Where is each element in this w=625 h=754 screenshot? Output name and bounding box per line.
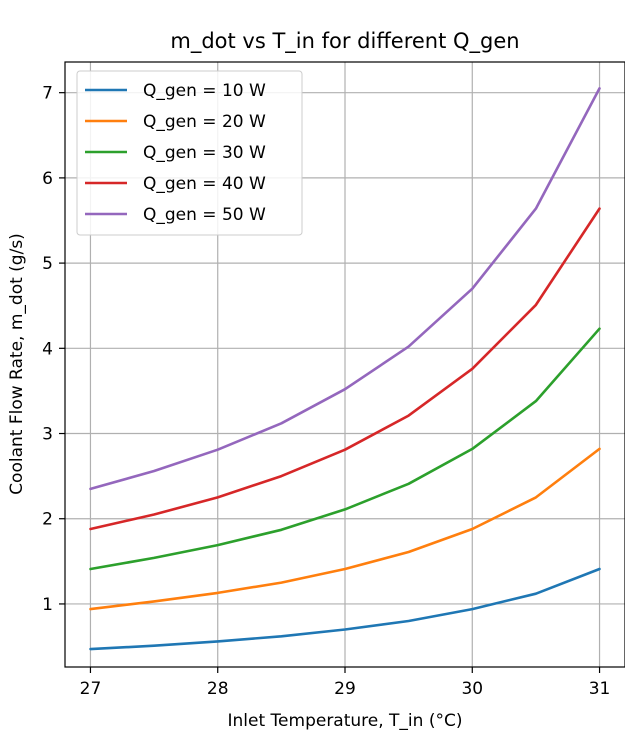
y-axis: 1 2 3 4 5 6 7 [42,84,65,615]
legend-label-1: Q_gen = 10 W [143,81,266,101]
chart-title: m_dot vs T_in for different Q_gen [170,29,519,54]
legend-label-5: Q_gen = 50 W [143,205,266,225]
series-line-4 [89,207,601,531]
x-tick-label: 31 [589,679,611,699]
y-tick-label: 3 [42,425,53,445]
series-group [89,87,601,651]
series-line-5 [89,87,601,491]
grid [65,62,625,667]
x-tick-label: 28 [207,679,229,699]
x-tick-label: 27 [80,679,102,699]
y-tick-label: 7 [42,84,53,104]
legend-label-3: Q_gen = 30 W [143,143,266,163]
y-tick-label: 2 [42,510,53,530]
x-axis-label: Inlet Temperature, T_in (°C) [228,711,463,731]
x-tick-label: 30 [461,679,483,699]
legend: Q_gen = 10 W Q_gen = 20 W Q_gen = 30 W Q_ge… [76,70,303,236]
legend-label-4: Q_gen = 40 W [143,174,266,194]
y-tick-label: 1 [42,595,53,615]
series-line-1 [89,567,601,651]
series-line-2 [89,447,601,611]
y-tick-label: 4 [42,339,53,359]
legend-box [76,70,303,236]
series-line-3 [89,327,601,571]
y-axis-label: Coolant Flow Rate, m_dot (g/s) [7,233,27,495]
x-tick-label: 29 [334,679,356,699]
x-axis: 27 28 29 30 31 [80,667,611,699]
legend-label-2: Q_gen = 20 W [143,112,266,132]
y-tick-label: 6 [42,169,53,189]
y-tick-label: 5 [42,254,53,274]
